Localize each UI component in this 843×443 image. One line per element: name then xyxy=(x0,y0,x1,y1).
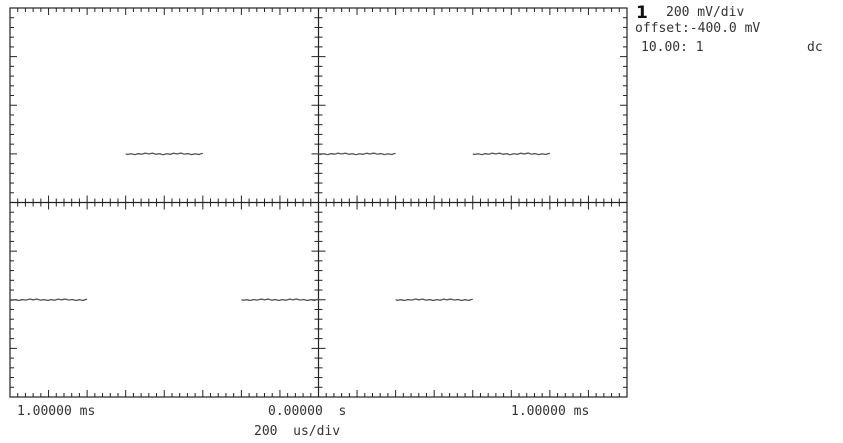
probe-ratio: 10.00: 1 xyxy=(641,40,704,55)
graticule-ticks xyxy=(10,8,627,397)
channel-scale: 200 mV/div xyxy=(666,5,745,20)
trace-segment xyxy=(241,298,319,302)
channel-number: 1 xyxy=(636,3,648,23)
channel-offset: offset:-400.0 mV xyxy=(635,21,761,36)
timebase-scale-label: 200 us/div xyxy=(254,424,341,439)
timebase-left-label: 1.00000 ms xyxy=(17,404,96,419)
trace-segment xyxy=(395,298,473,302)
waveform-trace xyxy=(9,152,551,302)
timebase-right-label: 1.00000 ms xyxy=(511,404,590,419)
trace-segment xyxy=(318,152,396,156)
trace-segment xyxy=(9,298,88,302)
timebase-center-label: 0.00000 s xyxy=(268,404,347,419)
trace-segment xyxy=(472,152,551,156)
trace-segment xyxy=(125,152,203,156)
coupling-mode: dc xyxy=(807,40,823,55)
